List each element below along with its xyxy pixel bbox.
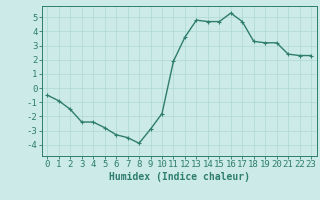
X-axis label: Humidex (Indice chaleur): Humidex (Indice chaleur): [109, 172, 250, 182]
